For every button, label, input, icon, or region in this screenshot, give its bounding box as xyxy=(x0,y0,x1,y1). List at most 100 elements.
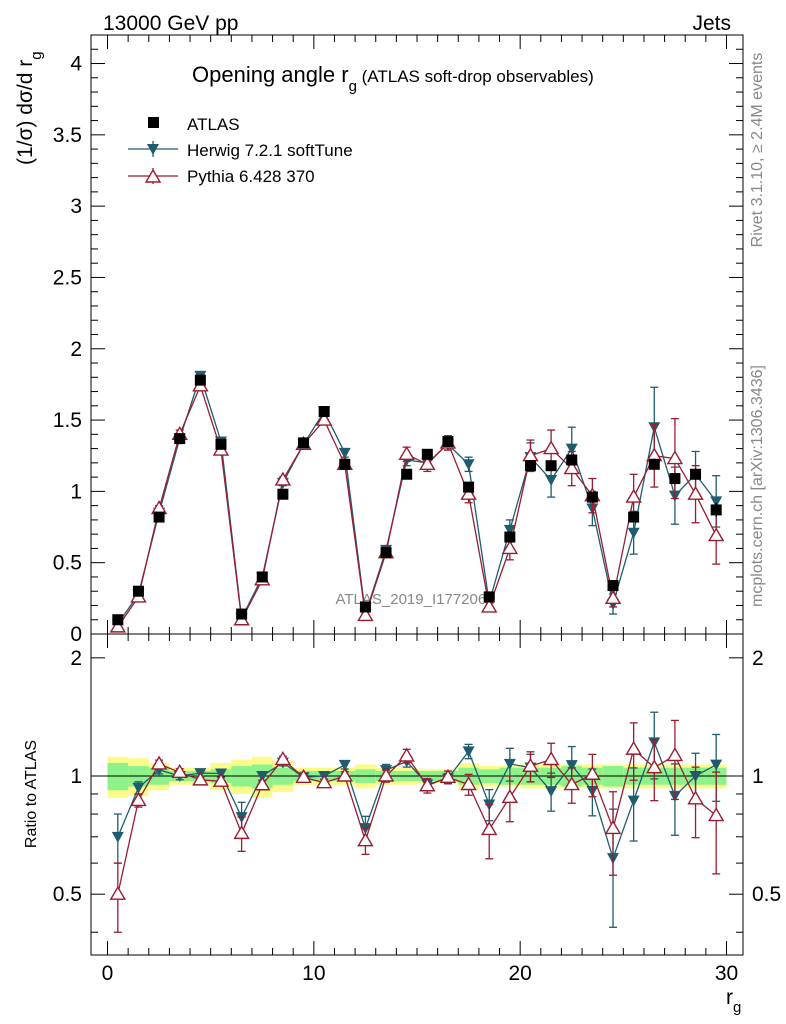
main-point-atlas xyxy=(545,460,557,472)
main-point-pythia xyxy=(480,598,498,613)
x-tick-label: 10 xyxy=(302,962,325,985)
legend-label-atlas: ATLAS xyxy=(187,115,240,134)
rivet-label: Rivet 3.1.10, ≥ 2.4M events xyxy=(749,53,766,248)
main-point-pythia xyxy=(109,618,127,633)
main-point-atlas xyxy=(359,601,371,613)
legend-entry-herwig: Herwig 7.2.1 softTune xyxy=(128,141,353,160)
ratio-series xyxy=(109,711,725,933)
main-point-pythia xyxy=(398,445,415,460)
ratio-point-herwig xyxy=(462,746,475,758)
ratio-point-herwig xyxy=(503,758,516,770)
main-point-herwig xyxy=(627,527,640,539)
ratio-tick-label-right: 2 xyxy=(752,647,764,670)
x-tick-label: 30 xyxy=(715,962,738,985)
ratio-point-herwig xyxy=(132,782,145,794)
legend-marker-square xyxy=(148,117,159,128)
watermark: ATLAS_2019_I1772062 xyxy=(335,591,494,608)
ratio-point-pythia xyxy=(150,755,168,770)
main-point-atlas xyxy=(463,481,475,493)
legend-marker-open-triangle xyxy=(144,168,162,183)
main-point-herwig xyxy=(503,524,516,536)
main-point-herwig xyxy=(338,447,351,459)
ratio-point-pythia xyxy=(501,788,519,804)
main-point-pythia xyxy=(625,488,642,503)
main-point-atlas xyxy=(194,374,206,386)
legend: ATLAS Herwig 7.2.1 softTune Pythia 6.428… xyxy=(128,115,353,186)
x-tick-label: 20 xyxy=(508,962,531,985)
ratio-point-pythia xyxy=(130,792,147,807)
main-point-herwig xyxy=(710,496,723,508)
main-point-atlas xyxy=(607,580,619,592)
ratio-point-pythia xyxy=(604,820,622,835)
ratio-y-axis-label: Ratio to ATLAS xyxy=(23,740,40,848)
legend-label-pythia: Pythia 6.428 370 xyxy=(187,167,315,186)
main-point-atlas xyxy=(256,571,268,583)
legend-entry-atlas: ATLAS xyxy=(148,115,240,134)
y-tick-label: 3 xyxy=(70,195,82,218)
y-tick-label: 0.5 xyxy=(53,552,82,575)
ratio-point-pythia xyxy=(439,768,457,783)
main-point-herwig xyxy=(462,459,475,471)
ratio-point-pythia xyxy=(336,767,354,782)
ratio-tick-label-left: 0.5 xyxy=(53,883,82,906)
main-point-pythia xyxy=(542,440,560,455)
ratio-point-pythia xyxy=(522,757,539,772)
ratio-point-pythia xyxy=(563,776,580,791)
main-point-atlas xyxy=(174,433,186,445)
main-point-atlas xyxy=(277,488,289,500)
main-point-pythia xyxy=(460,485,477,500)
main-point-atlas xyxy=(421,448,433,460)
ratio-point-herwig xyxy=(627,795,640,807)
main-point-atlas xyxy=(710,504,722,516)
ratio-point-pythia xyxy=(192,771,209,786)
chart-title: Opening angle rg (ATLAS soft-drop observ… xyxy=(192,62,594,95)
y-tick-label: 1 xyxy=(70,480,82,503)
ratio-point-pythia xyxy=(687,790,704,805)
ratio-point-pythia xyxy=(480,821,498,836)
main-point-pythia xyxy=(274,471,292,486)
main-point-pythia xyxy=(563,460,580,475)
main-point-pythia xyxy=(666,450,684,465)
ratio-point-pythia xyxy=(625,740,642,755)
ratio-point-herwig xyxy=(338,759,351,771)
main-point-atlas xyxy=(648,458,660,470)
ratio-line-herwig xyxy=(117,740,717,861)
ratio-point-pythia xyxy=(233,824,250,840)
ratio-band-stat xyxy=(107,762,129,791)
main-point-atlas xyxy=(401,468,413,480)
ratio-point-herwig xyxy=(545,786,558,798)
main-point-pythia xyxy=(315,411,333,426)
ratio-point-pythia xyxy=(646,759,663,774)
axis-ticks xyxy=(91,34,743,955)
main-point-atlas xyxy=(215,438,227,450)
main-point-atlas xyxy=(524,460,536,472)
main-point-atlas xyxy=(236,608,248,620)
main-point-atlas xyxy=(112,614,124,626)
main-point-atlas xyxy=(298,437,310,449)
main-point-atlas xyxy=(442,435,454,447)
ratio-point-pythia xyxy=(419,777,436,792)
main-point-pythia xyxy=(687,485,704,500)
ratio-point-pythia xyxy=(666,747,684,762)
legend-marker-down-triangle xyxy=(147,144,159,155)
ratio-point-pythia xyxy=(542,751,560,766)
main-point-pythia xyxy=(501,540,519,555)
main-series xyxy=(109,370,725,633)
ratio-point-pythia xyxy=(584,765,601,780)
main-point-atlas xyxy=(132,585,144,597)
ratio-point-pythia xyxy=(171,763,188,779)
ratio-tick-label-left: 1 xyxy=(70,765,82,788)
main-point-pythia xyxy=(522,447,539,462)
title-tail: (ATLAS soft-drop observables) xyxy=(357,67,594,86)
main-point-pythia xyxy=(707,527,725,542)
main-point-atlas xyxy=(339,458,351,470)
y-tick-label: 2 xyxy=(70,338,82,361)
main-point-atlas xyxy=(153,511,165,523)
legend-entry-pythia: Pythia 6.428 370 xyxy=(128,167,315,186)
ratio-point-pythia xyxy=(315,774,333,789)
ratio-point-pythia xyxy=(357,832,374,847)
main-point-atlas xyxy=(628,511,640,523)
ratio-point-herwig xyxy=(565,760,578,772)
header-right: Jets xyxy=(692,12,731,35)
